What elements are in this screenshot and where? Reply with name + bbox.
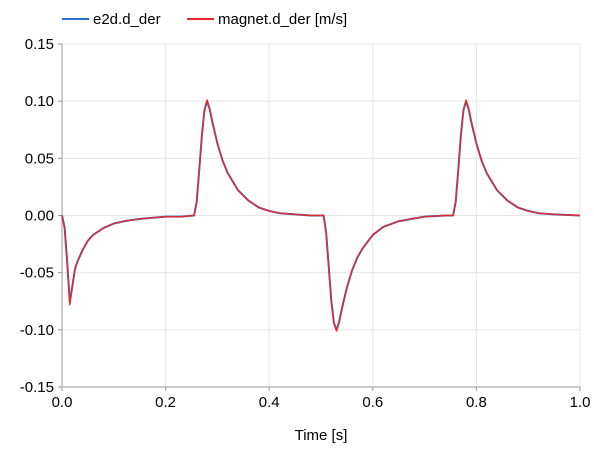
x-tick-label: 0.0 bbox=[52, 394, 73, 411]
x-tick-label: 1.0 bbox=[570, 394, 591, 411]
y-tick-label: 0.05 bbox=[25, 150, 54, 167]
legend-label: magnet.d_der [m/s] bbox=[218, 11, 347, 28]
legend-label: e2d.d_der bbox=[93, 11, 161, 28]
x-tick-label: 0.8 bbox=[466, 394, 487, 411]
series-line-magnet-d-der bbox=[61, 99, 581, 332]
x-tick-label: 0.6 bbox=[362, 394, 383, 411]
x-axis-label: Time [s] bbox=[295, 427, 348, 444]
y-tick-label: 0.15 bbox=[25, 36, 54, 53]
y-tick-label: -0.05 bbox=[20, 265, 54, 282]
x-tick-label: 0.4 bbox=[259, 394, 280, 411]
y-tick-label: 0.00 bbox=[25, 208, 54, 225]
y-tick-label: -0.15 bbox=[20, 379, 54, 396]
series-lines bbox=[61, 99, 581, 332]
x-tick-label: 0.2 bbox=[155, 394, 176, 411]
y-tick-label: 0.10 bbox=[25, 93, 54, 110]
legend: e2d.d_der magnet.d_der [m/s] bbox=[62, 11, 347, 28]
y-tick-label: -0.10 bbox=[20, 322, 54, 339]
